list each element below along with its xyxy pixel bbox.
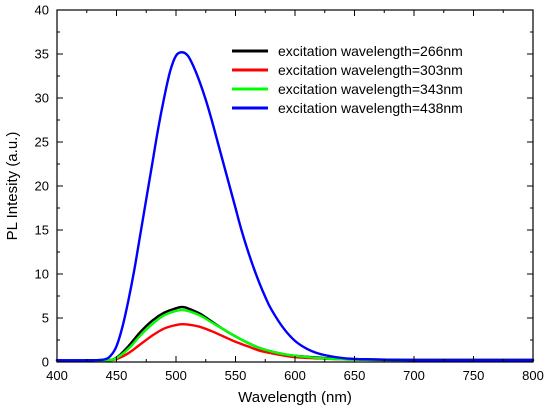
x-tick-label: 650 (344, 368, 366, 383)
series-line-4 (55, 51, 535, 362)
x-tick-label: 750 (463, 368, 485, 383)
legend-label: excitation wavelength=343nm (278, 81, 463, 97)
y-tick-label: 30 (35, 91, 49, 106)
y-tick-label: 5 (42, 311, 49, 326)
y-tick-label: 20 (35, 179, 49, 194)
x-tick-label: 700 (403, 368, 425, 383)
series-line-3 (55, 308, 535, 362)
x-tick-label: 800 (522, 368, 544, 383)
y-tick-label: 0 (42, 355, 49, 370)
y-tick-label: 10 (35, 267, 49, 282)
y-tick-label: 15 (35, 223, 49, 238)
x-tick-label: 600 (284, 368, 306, 383)
y-axis-title: PL Intesity (a.u.) (4, 132, 21, 241)
legend-label: excitation wavelength=266nm (278, 43, 463, 59)
legend-label: excitation wavelength=303nm (278, 62, 463, 78)
legend-label: excitation wavelength=438nm (278, 100, 463, 116)
legend: excitation wavelength=266nm excitation wa… (232, 43, 463, 116)
series-layer (55, 51, 535, 362)
x-tick-label: 550 (225, 368, 247, 383)
y-tick-label: 40 (35, 3, 49, 18)
y-tick-label: 35 (35, 47, 49, 62)
x-tick-label: 400 (46, 368, 68, 383)
y-tick-label: 25 (35, 135, 49, 150)
ticks-layer: 400 450 500 550 600 650 700 750 800 0 5 10 15 20 25 30 3… (35, 3, 544, 384)
x-tick-label: 450 (106, 368, 128, 383)
x-tick-label: 500 (165, 368, 187, 383)
x-axis-title: Wavelength (nm) (238, 389, 352, 406)
